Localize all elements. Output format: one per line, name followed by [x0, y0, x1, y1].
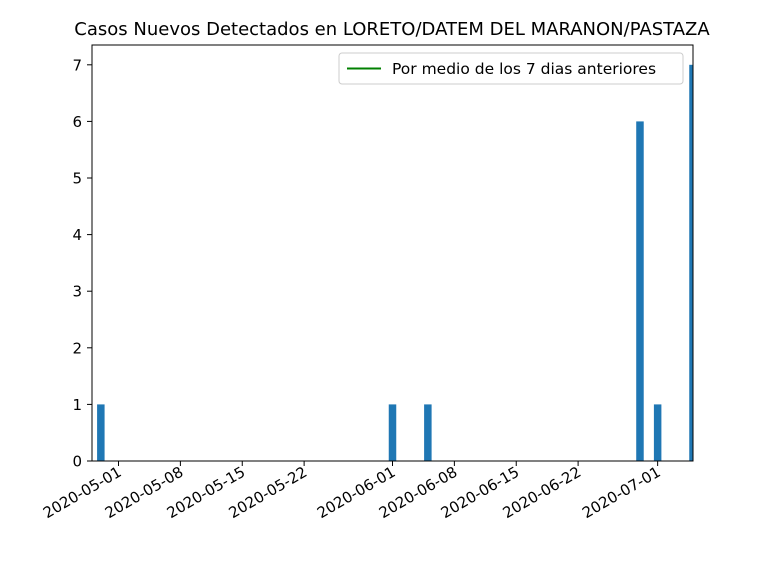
bar-2020-07-01	[653, 404, 662, 461]
legend-label: Por medio de los 7 dias anteriores	[392, 60, 656, 78]
y-tick-label-1: 1	[72, 396, 82, 414]
axes: 012345672020-05-012020-05-082020-05-1520…	[40, 44, 694, 522]
bar-2020-06-01	[388, 404, 397, 461]
bar-2020-07-05	[689, 64, 693, 461]
chart-title: Casos Nuevos Detectados en LORETO/DATEM …	[74, 19, 710, 40]
y-tick-label-7: 7	[72, 56, 82, 74]
plot-frame	[91, 44, 694, 462]
y-tick-label-6: 6	[72, 113, 82, 131]
bar-2020-06-05	[424, 404, 432, 461]
bars-group	[97, 64, 693, 461]
legend: Por medio de los 7 dias anteriores	[338, 52, 684, 85]
y-tick-label-4: 4	[72, 226, 82, 244]
y-tick-label-0: 0	[72, 453, 82, 471]
y-tick-label-5: 5	[72, 170, 82, 188]
x-tick-label-2020-07-01: 2020-07-01	[579, 463, 664, 522]
y-tick-label-2: 2	[72, 339, 82, 357]
bar-2020-06-29	[636, 121, 644, 461]
y-tick-label-3: 3	[72, 283, 82, 301]
legend-box	[338, 52, 684, 85]
bar-2020-04-29	[97, 404, 105, 461]
